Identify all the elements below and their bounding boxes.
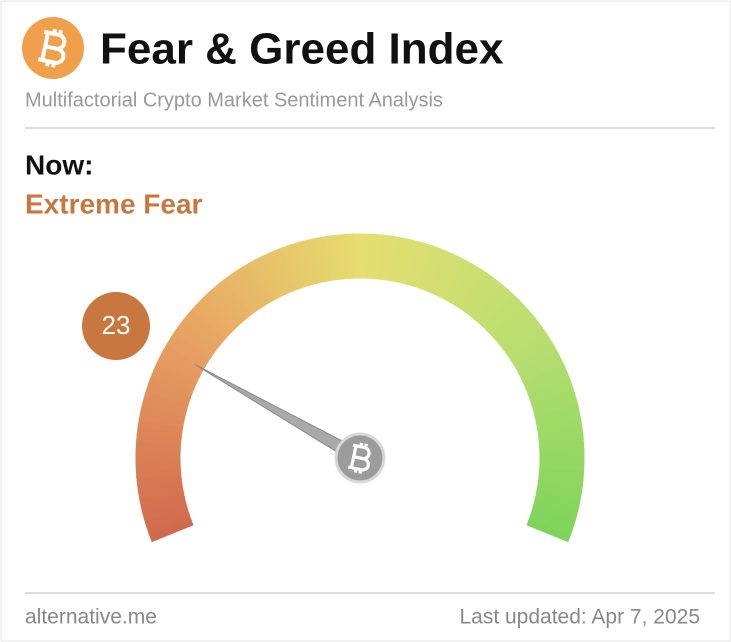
needle-group: 23 xyxy=(82,292,386,484)
last-updated: Last updated: Apr 7, 2025 xyxy=(459,606,700,629)
value-label: 23 xyxy=(102,310,131,340)
hub-logo-mark xyxy=(347,442,371,474)
gauge-arc xyxy=(135,233,585,543)
now-label: Now: xyxy=(25,149,93,180)
bitcoin-logo xyxy=(22,17,84,79)
subtitle: Multifactorial Crypto Market Sentiment A… xyxy=(25,89,443,111)
classification: Extreme Fear xyxy=(25,188,203,219)
value-badge xyxy=(82,292,150,360)
hub-logo xyxy=(347,442,371,474)
title: Fear & Greed Index xyxy=(100,25,504,74)
arc-segment xyxy=(526,519,571,543)
source: alternative.me xyxy=(25,606,157,629)
